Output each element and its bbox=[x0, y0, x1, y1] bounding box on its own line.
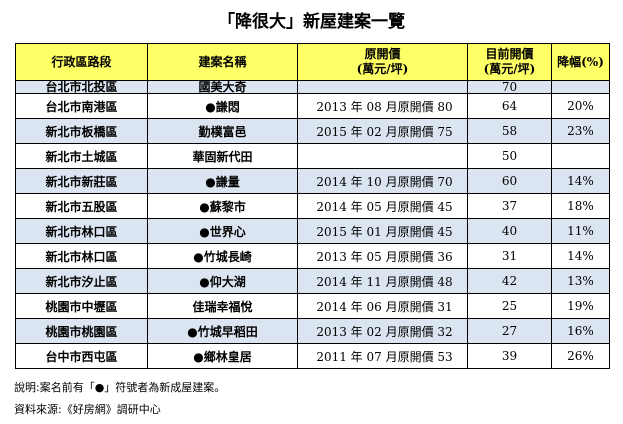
district-cell: 新北市五股區 bbox=[15, 193, 148, 219]
district-cell: 新北市林口區 bbox=[15, 243, 148, 269]
orig-price-cell bbox=[297, 80, 468, 94]
table-row: 桃園市桃園區 ●竹城早稻田 2013 年 02 月原開價 32 27 16% bbox=[15, 318, 610, 344]
drop-cell: 26% bbox=[551, 343, 610, 369]
curr-price-cell: 31 bbox=[467, 243, 552, 269]
curr-price-cell: 25 bbox=[467, 293, 552, 319]
drop-cell: 19% bbox=[551, 293, 610, 319]
drop-cell: 11% bbox=[551, 218, 610, 244]
curr-price-cell: 58 bbox=[467, 118, 552, 144]
curr-price-cell: 40 bbox=[467, 218, 552, 244]
project-cell: ●謙量 bbox=[147, 168, 298, 194]
header-project: 建案名稱 bbox=[147, 43, 298, 81]
header-orig-price: 原開價 (萬元/坪) bbox=[297, 43, 468, 81]
project-cell: ●世界心 bbox=[147, 218, 298, 244]
table-row: 台中市西屯區 ●鄉林皇居 2011 年 07 月原開價 53 39 26% bbox=[15, 343, 610, 369]
drop-cell bbox=[551, 143, 610, 169]
curr-price-cell: 39 bbox=[467, 343, 552, 369]
drop-cell: 23% bbox=[551, 118, 610, 144]
curr-price-cell: 50 bbox=[467, 143, 552, 169]
district-cell: 新北市土城區 bbox=[15, 143, 148, 169]
price-drop-table: 行政區路段 建案名稱 原開價 (萬元/坪) 目前開價 (萬元/坪) 降幅(%) … bbox=[15, 43, 610, 369]
table-row: 新北市板橋區 勤樸富邑 2015 年 02 月原開價 75 58 23% bbox=[15, 118, 610, 144]
district-cell: 桃園市中壢區 bbox=[15, 293, 148, 319]
curr-price-cell: 60 bbox=[467, 168, 552, 194]
table-row: 新北市林口區 ●竹城長崎 2013 年 05 月原開價 36 31 14% bbox=[15, 243, 610, 269]
orig-price-cell: 2013 年 02 月原開價 32 bbox=[297, 318, 468, 344]
project-cell: ●竹城早稻田 bbox=[147, 318, 298, 344]
note-text: 說明:案名前有「●」符號者為新成屋建案。 bbox=[14, 381, 226, 394]
district-cell: 台中市西屯區 bbox=[15, 343, 148, 369]
header-district: 行政區路段 bbox=[15, 43, 148, 81]
header-curr-price: 目前開價 (萬元/坪) bbox=[467, 43, 552, 81]
orig-price-cell: 2013 年 08 月原開價 80 bbox=[297, 93, 468, 119]
orig-price-cell: 2015 年 01 月原開價 45 bbox=[297, 218, 468, 244]
orig-price-cell: 2014 年 06 月原開價 31 bbox=[297, 293, 468, 319]
project-cell: 華固新代田 bbox=[147, 143, 298, 169]
orig-price-cell: 2011 年 07 月原開價 53 bbox=[297, 343, 468, 369]
project-cell: ●鄉林皇居 bbox=[147, 343, 298, 369]
curr-price-cell: 27 bbox=[467, 318, 552, 344]
drop-cell: 20% bbox=[551, 93, 610, 119]
table-row: 新北市土城區 華固新代田 50 bbox=[15, 143, 610, 169]
table-row: 新北市新莊區 ●謙量 2014 年 10 月原開價 70 60 14% bbox=[15, 168, 610, 194]
district-cell: 新北市林口區 bbox=[15, 218, 148, 244]
table-row: 台北市北投區 國美大奇 70 bbox=[15, 80, 610, 94]
district-cell: 新北市汐止區 bbox=[15, 268, 148, 294]
header-drop: 降幅(%) bbox=[551, 43, 610, 81]
table-row: 新北市林口區 ●世界心 2015 年 01 月原開價 45 40 11% bbox=[15, 218, 610, 244]
project-cell: ●仰大湖 bbox=[147, 268, 298, 294]
district-cell: 新北市新莊區 bbox=[15, 168, 148, 194]
table-row: 新北市五股區 ●蘇黎市 2014 年 05 月原開價 45 37 18% bbox=[15, 193, 610, 219]
project-cell: 國美大奇 bbox=[147, 80, 298, 94]
curr-price-cell: 37 bbox=[467, 193, 552, 219]
table-row: 新北市汐止區 ●仰大湖 2014 年 11 月原開價 48 42 13% bbox=[15, 268, 610, 294]
orig-price-cell bbox=[297, 143, 468, 169]
orig-price-cell: 2014 年 05 月原開價 45 bbox=[297, 193, 468, 219]
table-header-row: 行政區路段 建案名稱 原開價 (萬元/坪) 目前開價 (萬元/坪) 降幅(%) bbox=[15, 43, 610, 81]
project-cell: ●蘇黎市 bbox=[147, 193, 298, 219]
curr-price-cell: 70 bbox=[467, 80, 552, 94]
project-cell: 佳瑞幸福悅 bbox=[147, 293, 298, 319]
project-cell: ●竹城長崎 bbox=[147, 243, 298, 269]
table-row: 台北市南港區 ●謙悶 2013 年 08 月原開價 80 64 20% bbox=[15, 93, 610, 119]
orig-price-cell: 2014 年 11 月原開價 48 bbox=[297, 268, 468, 294]
drop-cell: 14% bbox=[551, 243, 610, 269]
curr-price-cell: 64 bbox=[467, 93, 552, 119]
page-title: 「降很大」新屋建案一覽 bbox=[218, 12, 405, 32]
drop-cell bbox=[551, 80, 610, 94]
drop-cell: 18% bbox=[551, 193, 610, 219]
project-cell: ●謙悶 bbox=[147, 93, 298, 119]
district-cell: 台北市北投區 bbox=[15, 80, 148, 94]
district-cell: 桃園市桃園區 bbox=[15, 318, 148, 344]
orig-price-cell: 2014 年 10 月原開價 70 bbox=[297, 168, 468, 194]
drop-cell: 13% bbox=[551, 268, 610, 294]
source-text: 資料來源:《好房網》調研中心 bbox=[14, 403, 161, 416]
orig-price-cell: 2013 年 05 月原開價 36 bbox=[297, 243, 468, 269]
drop-cell: 14% bbox=[551, 168, 610, 194]
drop-cell: 16% bbox=[551, 318, 610, 344]
district-cell: 新北市板橋區 bbox=[15, 118, 148, 144]
orig-price-cell: 2015 年 02 月原開價 75 bbox=[297, 118, 468, 144]
district-cell: 台北市南港區 bbox=[15, 93, 148, 119]
curr-price-cell: 42 bbox=[467, 268, 552, 294]
project-cell: 勤樸富邑 bbox=[147, 118, 298, 144]
table-row: 桃園市中壢區 佳瑞幸福悅 2014 年 06 月原開價 31 25 19% bbox=[15, 293, 610, 319]
